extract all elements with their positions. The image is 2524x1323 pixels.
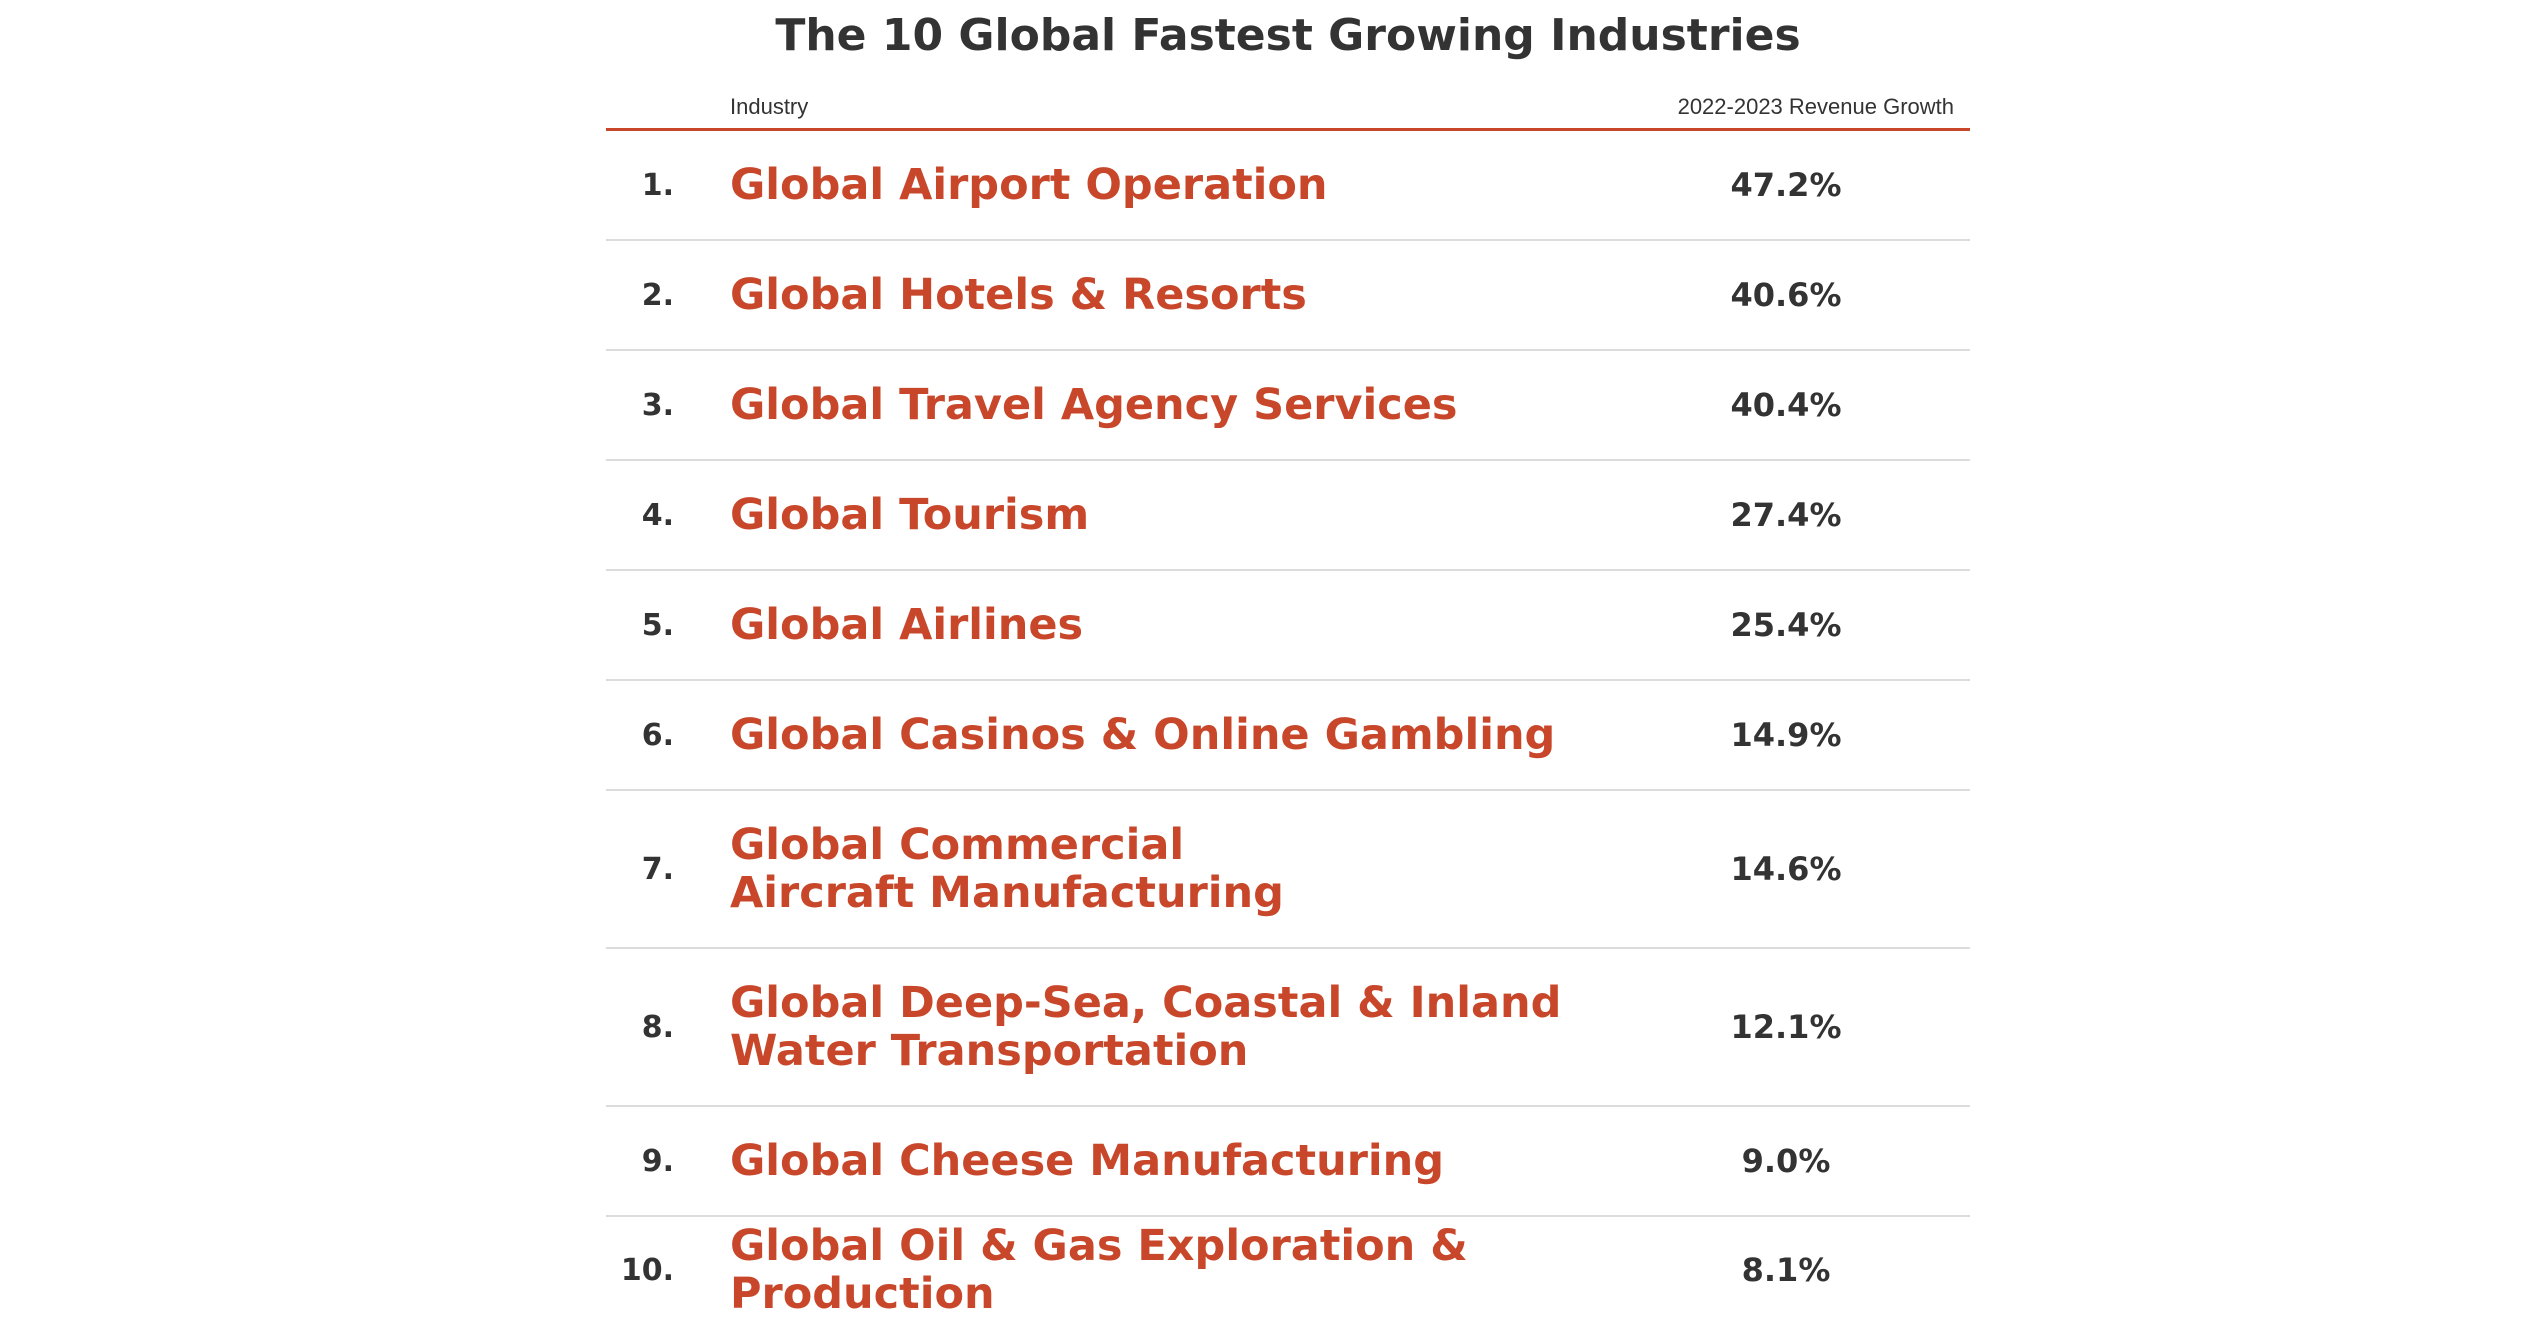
table-row: 4. Global Tourism 27.4%	[606, 461, 1970, 571]
ranking-table: The 10 Global Fastest Growing Industries…	[606, 0, 1970, 1323]
rank-label: 8.	[641, 1009, 674, 1045]
industry-link[interactable]: Global Airlines	[730, 600, 1084, 650]
rank-label: 9.	[641, 1143, 674, 1179]
rank-label: 7.	[641, 851, 674, 887]
industry-link[interactable]: Global Hotels & Resorts	[730, 270, 1307, 320]
table-row: 7. Global Commercial Aircraft Manufactur…	[606, 791, 1970, 949]
table-header: Industry 2022-2023 Revenue Growth	[606, 72, 1970, 131]
growth-value: 40.4%	[1730, 386, 1842, 424]
growth-value: 12.1%	[1730, 1008, 1842, 1046]
growth-value: 40.6%	[1730, 276, 1842, 314]
industry-link[interactable]: Global Travel Agency Services	[730, 380, 1458, 430]
industry-link[interactable]: Global Deep-Sea, Coastal & Inland Water …	[730, 978, 1562, 1076]
table-row: 9. Global Cheese Manufacturing 9.0%	[606, 1107, 1970, 1217]
table-row: 3. Global Travel Agency Services 40.4%	[606, 351, 1970, 461]
industry-link[interactable]: Global Oil & Gas Exploration & Productio…	[730, 1221, 1468, 1319]
rank-label: 6.	[641, 717, 674, 753]
industry-link[interactable]: Global Tourism	[730, 490, 1090, 540]
table-row: 6. Global Casinos & Online Gambling 14.9…	[606, 681, 1970, 791]
rank-label: 2.	[641, 277, 674, 313]
rank-label: 5.	[641, 607, 674, 643]
growth-value: 8.1%	[1741, 1251, 1831, 1289]
growth-value: 9.0%	[1741, 1142, 1831, 1180]
growth-value: 14.6%	[1730, 850, 1842, 888]
table-title: The 10 Global Fastest Growing Industries	[775, 10, 1801, 61]
table-row: 2. Global Hotels & Resorts 40.6%	[606, 241, 1970, 351]
industry-link[interactable]: Global Airport Operation	[730, 160, 1328, 210]
column-header-growth: 2022-2023 Revenue Growth	[1677, 94, 1954, 119]
industry-link[interactable]: Global Casinos & Online Gambling	[730, 710, 1556, 760]
growth-value: 14.9%	[1730, 716, 1842, 754]
industry-link[interactable]: Global Cheese Manufacturing	[730, 1136, 1445, 1186]
table-row: 8. Global Deep-Sea, Coastal & Inland Wat…	[606, 949, 1970, 1107]
industry-link[interactable]: Global Commercial Aircraft Manufacturing	[730, 820, 1284, 918]
column-header-industry: Industry	[730, 94, 809, 119]
table-row: 10. Global Oil & Gas Exploration & Produ…	[606, 1217, 1970, 1323]
table-row: 1. Global Airport Operation 47.2%	[606, 131, 1970, 241]
growth-value: 27.4%	[1730, 496, 1842, 534]
rank-label: 1.	[641, 167, 674, 203]
rank-label: 3.	[641, 387, 674, 423]
growth-value: 47.2%	[1730, 166, 1842, 204]
rank-label: 4.	[641, 497, 674, 533]
growth-value: 25.4%	[1730, 606, 1842, 644]
rank-label: 10.	[620, 1252, 674, 1288]
table-row: 5. Global Airlines 25.4%	[606, 571, 1970, 681]
